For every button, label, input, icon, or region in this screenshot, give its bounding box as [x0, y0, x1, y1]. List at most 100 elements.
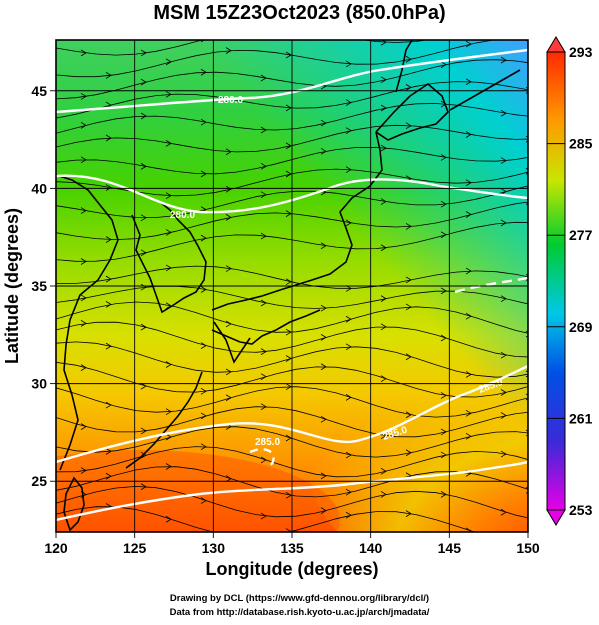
streamline [56, 221, 528, 262]
streamline-arrow [320, 472, 327, 480]
streamline-arrow [500, 412, 507, 419]
credit-data: Data from http://database.rish.kyoto-u.a… [169, 607, 430, 618]
streamline [56, 485, 528, 519]
streamline-arrow [105, 184, 112, 191]
streamline-arrow [405, 276, 412, 284]
streamline-arrow [345, 511, 352, 519]
streamline-arrow [380, 295, 387, 302]
streamline [56, 146, 528, 175]
streamline-arrow [405, 55, 412, 63]
streamline-arrow [500, 219, 507, 227]
streamline-arrow [260, 456, 267, 464]
streamline-arrow [345, 343, 352, 351]
streamline-arrow [165, 264, 172, 272]
streamline-arrow [226, 533, 231, 539]
streamline-arrow [200, 234, 207, 242]
streamline [56, 201, 528, 241]
streamline-arrow [260, 299, 267, 307]
streamline-arrow [405, 122, 412, 130]
streamline-arrow [465, 432, 472, 440]
streamline-arrow [440, 287, 447, 295]
y-tick-label: 25 [31, 473, 47, 489]
streamline-arrow [105, 342, 112, 350]
streamline-arrow [200, 68, 207, 76]
streamline-arrow [285, 383, 292, 391]
contour-label: 280.0 [218, 95, 243, 106]
streamline [56, 386, 528, 418]
streamline-arrow [140, 214, 147, 222]
streamline-arrow [105, 72, 112, 79]
streamline-arrow [500, 56, 507, 64]
coastlines [56, 40, 521, 532]
streamline-arrow [260, 162, 267, 170]
contour-label: 280.0 [170, 210, 195, 221]
streamline-arrow [260, 512, 267, 520]
streamline-arrow [380, 104, 387, 112]
streamline-arrow [285, 142, 292, 150]
streamline-arrow [140, 249, 147, 257]
streamline-arrow [500, 157, 507, 164]
streamline-arrow [440, 61, 447, 68]
streamline-arrow [200, 286, 207, 293]
streamline-arrow [320, 415, 327, 423]
streamline-arrow [260, 126, 267, 134]
streamline-arrow [165, 408, 172, 416]
streamline-arrow [405, 223, 412, 230]
streamline-arrow [260, 74, 267, 82]
streamline-arrow [165, 192, 172, 200]
streamline-arrow [165, 229, 172, 236]
streamline-arrow [105, 134, 112, 142]
streamline-arrow [260, 232, 267, 240]
streamline-arrow [200, 342, 207, 349]
y-tick-label: 45 [31, 83, 47, 99]
streamline [56, 265, 528, 289]
streamline-arrow [500, 508, 507, 516]
streamline-arrow [165, 90, 172, 98]
colorbar-tick-label: 261 [569, 410, 593, 426]
streamline-arrow [500, 389, 507, 396]
streamline-arrow [440, 200, 447, 208]
streamline-arrow [380, 198, 387, 205]
contours [56, 48, 528, 522]
streamline-arrow [405, 84, 412, 91]
streamline-arrow [140, 451, 147, 459]
streamline-arrow [225, 368, 232, 376]
streamline-arrow [140, 382, 147, 390]
streamline-arrow [225, 320, 232, 328]
streamline-arrow [261, 26, 266, 32]
streamline-arrow [500, 188, 507, 195]
streamline-arrow [320, 334, 327, 341]
streamline-arrow [465, 78, 472, 86]
streamline-arrow [320, 147, 327, 155]
streamline-arrow [345, 394, 352, 401]
colorbar-tick-label: 269 [569, 319, 593, 335]
streamline [56, 446, 528, 478]
streamline [56, 506, 476, 532]
streamline-arrow [225, 148, 232, 156]
streamline-arrow [441, 34, 446, 40]
streamline-arrow [80, 156, 87, 164]
streamline-arrow [80, 49, 87, 57]
x-tick-label: 135 [280, 540, 304, 556]
streamline [56, 341, 528, 378]
streamline-arrow [165, 463, 172, 470]
colorbar-tick-label: 293 [569, 44, 593, 60]
streamline-arrow [260, 348, 267, 355]
streamline-arrow [285, 170, 292, 178]
streamline-arrow [405, 510, 412, 517]
streamline-arrow [285, 434, 292, 442]
streamline-arrow [380, 76, 387, 84]
streamline-arrow [285, 278, 292, 286]
streamline-arrow [405, 353, 412, 361]
colorbar-tick-label: 277 [569, 227, 593, 243]
streamline-arrow [380, 144, 387, 152]
x-tick-label: 145 [438, 540, 462, 556]
streamline-arrow [500, 351, 507, 359]
streamline-arrow [320, 119, 327, 127]
y-axis-label: Latitude (degrees) [2, 208, 22, 364]
streamline [56, 321, 528, 358]
streamline-arrow [105, 236, 112, 243]
streamline [56, 59, 528, 100]
streamline-arrow [380, 467, 387, 475]
streamline-arrow [260, 191, 267, 199]
